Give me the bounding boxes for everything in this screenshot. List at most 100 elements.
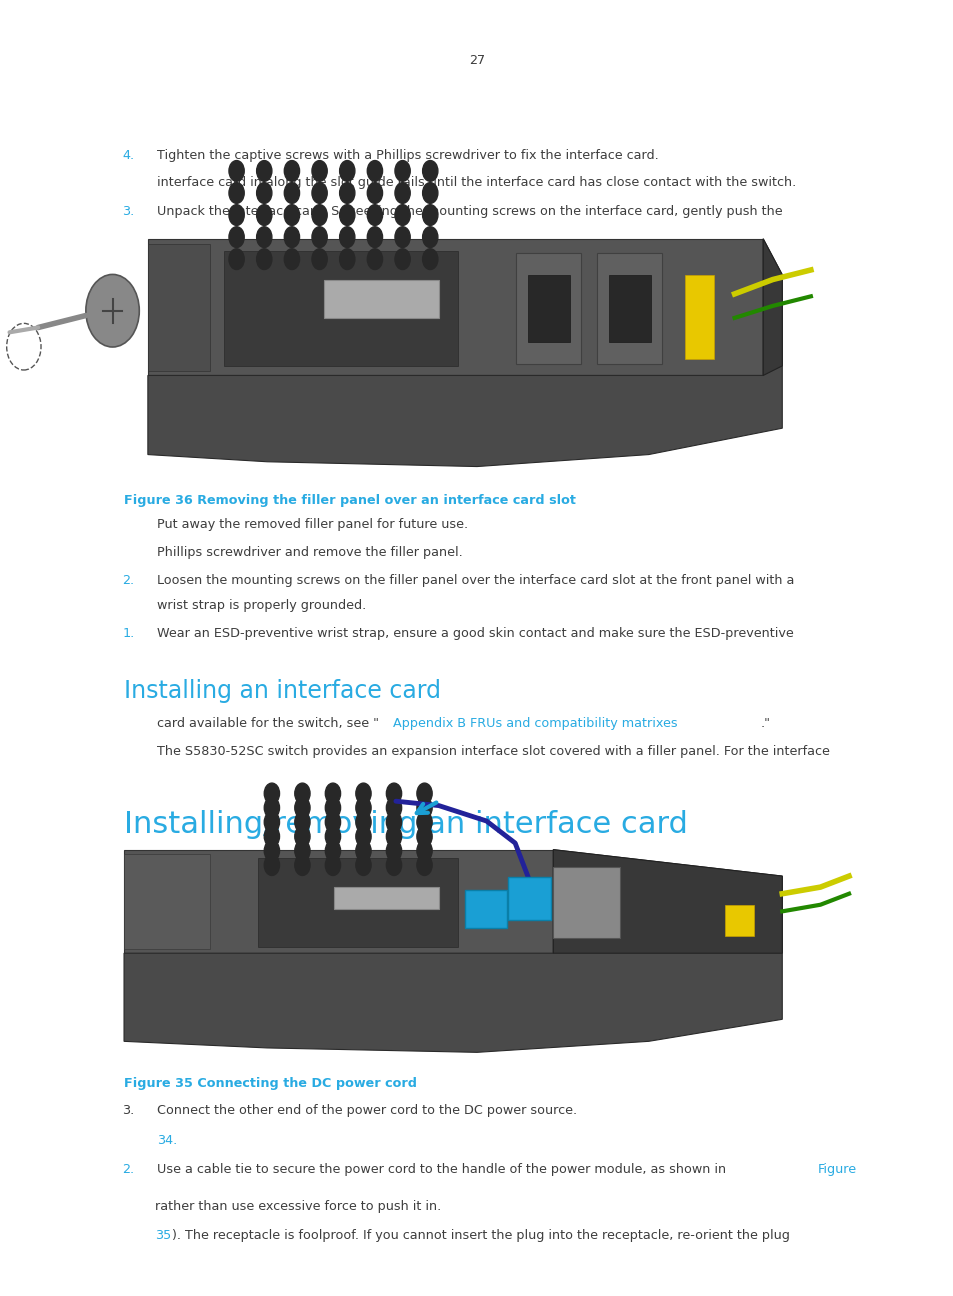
Circle shape	[312, 249, 327, 270]
Text: Loosen the mounting screws on the filler panel over the interface card slot at t: Loosen the mounting screws on the filler…	[157, 574, 794, 587]
Circle shape	[355, 855, 371, 876]
FancyBboxPatch shape	[724, 905, 753, 936]
Circle shape	[395, 183, 410, 203]
Text: 27: 27	[469, 54, 484, 67]
Circle shape	[325, 840, 340, 861]
Polygon shape	[334, 888, 438, 910]
Circle shape	[284, 227, 299, 248]
Circle shape	[312, 161, 327, 181]
Circle shape	[416, 797, 432, 818]
Text: ). The receptacle is foolproof. If you cannot insert the plug into the receptacl: ). The receptacle is foolproof. If you c…	[172, 1229, 789, 1242]
Circle shape	[284, 205, 299, 226]
Circle shape	[264, 811, 279, 832]
Circle shape	[294, 797, 310, 818]
Circle shape	[284, 183, 299, 203]
Text: 3.: 3.	[122, 205, 134, 218]
Circle shape	[294, 855, 310, 876]
Circle shape	[367, 161, 382, 181]
Circle shape	[325, 855, 340, 876]
Circle shape	[264, 797, 279, 818]
Text: Appendix B FRUs and compatibility matrixes: Appendix B FRUs and compatibility matrix…	[393, 717, 677, 730]
Text: card available for the switch, see ": card available for the switch, see "	[157, 717, 379, 730]
Circle shape	[386, 826, 401, 846]
Circle shape	[256, 249, 272, 270]
Polygon shape	[224, 251, 457, 365]
Circle shape	[229, 205, 244, 226]
Circle shape	[395, 249, 410, 270]
Circle shape	[294, 826, 310, 846]
Circle shape	[367, 249, 382, 270]
Circle shape	[294, 811, 310, 832]
Text: rather than use excessive force to push it in.: rather than use excessive force to push …	[154, 1200, 440, 1213]
Circle shape	[256, 205, 272, 226]
Circle shape	[312, 205, 327, 226]
Circle shape	[355, 840, 371, 861]
Circle shape	[256, 227, 272, 248]
Text: 3.: 3.	[122, 1104, 134, 1117]
Text: 34.: 34.	[157, 1134, 177, 1147]
Circle shape	[422, 205, 437, 226]
Circle shape	[312, 227, 327, 248]
Circle shape	[416, 811, 432, 832]
Text: 2.: 2.	[122, 574, 134, 587]
FancyBboxPatch shape	[507, 876, 551, 920]
Circle shape	[422, 183, 437, 203]
Circle shape	[312, 183, 327, 203]
Polygon shape	[124, 854, 210, 949]
Circle shape	[367, 183, 382, 203]
Circle shape	[355, 797, 371, 818]
Circle shape	[294, 783, 310, 804]
Circle shape	[256, 183, 272, 203]
Circle shape	[229, 161, 244, 181]
Circle shape	[355, 826, 371, 846]
Circle shape	[264, 826, 279, 846]
Circle shape	[422, 249, 437, 270]
Circle shape	[325, 797, 340, 818]
Circle shape	[416, 826, 432, 846]
FancyBboxPatch shape	[464, 890, 506, 928]
Circle shape	[86, 275, 139, 347]
Circle shape	[355, 783, 371, 804]
Circle shape	[386, 797, 401, 818]
Circle shape	[284, 161, 299, 181]
Circle shape	[339, 205, 355, 226]
Text: Use a cable tie to secure the power cord to the handle of the power module, as s: Use a cable tie to secure the power cord…	[157, 1163, 730, 1175]
Text: 35: 35	[154, 1229, 171, 1242]
Polygon shape	[148, 244, 210, 371]
FancyBboxPatch shape	[608, 275, 650, 342]
Text: 4.: 4.	[122, 149, 134, 162]
Text: Phillips screwdriver and remove the filler panel.: Phillips screwdriver and remove the fill…	[157, 546, 462, 559]
Text: Figure: Figure	[817, 1163, 856, 1175]
Polygon shape	[148, 238, 781, 467]
Circle shape	[325, 826, 340, 846]
FancyBboxPatch shape	[684, 275, 713, 359]
Circle shape	[264, 855, 279, 876]
Text: Unpack the interface card. Squeezing the mounting screws on the interface card, : Unpack the interface card. Squeezing the…	[157, 205, 782, 218]
Circle shape	[367, 227, 382, 248]
Text: 2.: 2.	[122, 1163, 134, 1175]
Circle shape	[422, 161, 437, 181]
Circle shape	[294, 840, 310, 861]
Circle shape	[325, 783, 340, 804]
Text: wrist strap is properly grounded.: wrist strap is properly grounded.	[157, 599, 366, 612]
Circle shape	[395, 205, 410, 226]
Circle shape	[284, 249, 299, 270]
Text: .": ."	[760, 717, 769, 730]
Polygon shape	[553, 850, 781, 954]
Circle shape	[229, 249, 244, 270]
Circle shape	[339, 249, 355, 270]
Polygon shape	[124, 850, 781, 1052]
Circle shape	[339, 227, 355, 248]
Polygon shape	[324, 280, 438, 318]
Circle shape	[416, 783, 432, 804]
Polygon shape	[762, 238, 781, 376]
Circle shape	[367, 205, 382, 226]
Circle shape	[386, 855, 401, 876]
Circle shape	[264, 783, 279, 804]
Circle shape	[339, 183, 355, 203]
Polygon shape	[148, 238, 762, 376]
Circle shape	[386, 783, 401, 804]
Circle shape	[256, 161, 272, 181]
Text: The S5830-52SC switch provides an expansion interface slot covered with a filler: The S5830-52SC switch provides an expans…	[157, 745, 829, 758]
Text: Connect the other end of the power cord to the DC power source.: Connect the other end of the power cord …	[157, 1104, 577, 1117]
